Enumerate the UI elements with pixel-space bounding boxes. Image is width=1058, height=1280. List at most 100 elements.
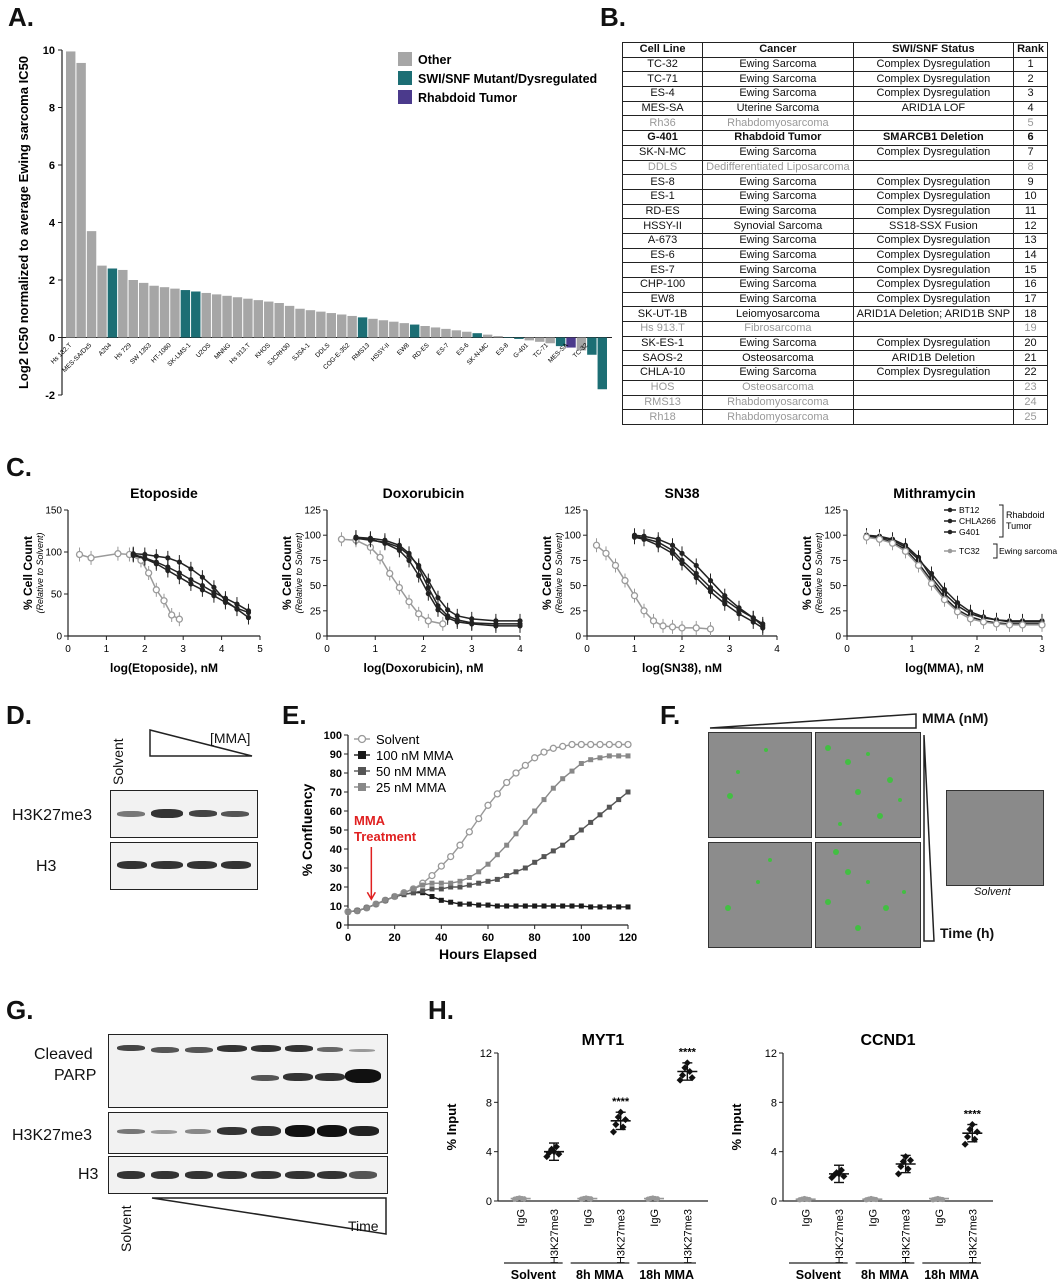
- table-row: RMS13 Rhabdomyosarcoma 24: [621, 394, 1048, 411]
- panel-letter-h: H.: [428, 995, 454, 1025]
- data-point: [611, 561, 620, 570]
- table-row: ES-1 Ewing Sarcoma Complex Dysregulation 10: [621, 188, 1048, 205]
- table-row: A-673 Ewing Sarcoma Complex Dysregulation 1…: [621, 232, 1048, 249]
- table-cell: Complex Dysregulation: [852, 188, 1015, 205]
- table-cell: 25: [1013, 409, 1048, 425]
- table-cell: A-673: [621, 232, 704, 249]
- x-tick-label: IgG: [801, 1209, 813, 1227]
- parp-label: PARP: [54, 1067, 97, 1084]
- data-point: [568, 740, 576, 749]
- table-row: DDLS Dedifferentiated Liposarcoma 8: [621, 159, 1048, 176]
- data-point: [420, 882, 426, 888]
- y-axis-label: % Cell Count: [280, 536, 294, 610]
- y-axis-sublabel: (Relative to Solvent): [294, 532, 304, 613]
- data-point: [532, 903, 538, 909]
- series-line: [341, 538, 443, 625]
- data-point: [392, 894, 398, 899]
- table-cell: Ewing Sarcoma: [702, 56, 854, 73]
- y-axis-label: % Cell Count: [540, 536, 554, 610]
- data-point: [707, 589, 714, 595]
- y-tick-label: 125: [824, 506, 841, 517]
- data-point: [437, 862, 445, 870]
- table-cell: Complex Dysregulation: [852, 335, 1015, 352]
- data-point: [445, 615, 451, 621]
- x-axis-label: log(MMA), nM: [905, 661, 984, 675]
- data-point: [963, 1133, 972, 1141]
- y-tick-label: 100: [564, 531, 581, 542]
- table-cell: Rhabdomyosarcoma: [702, 409, 854, 425]
- y-tick-label: 12: [765, 1048, 777, 1060]
- bar: [430, 327, 441, 338]
- micrograph-low-mma-late: [708, 842, 812, 948]
- table-cell: Ewing Sarcoma: [702, 188, 854, 205]
- table-row: CHP-100 Ewing Sarcoma Complex Dysregulatio…: [621, 277, 1048, 293]
- data-point: [630, 592, 639, 600]
- group-label: 18h MMA: [639, 1268, 694, 1280]
- data-point: [625, 789, 631, 795]
- data-point: [420, 888, 426, 894]
- table-cell: Osteosarcoma: [702, 350, 854, 367]
- table-cell: Ewing Sarcoma: [702, 277, 854, 293]
- data-point: [445, 607, 451, 613]
- data-point: [168, 611, 176, 619]
- data-point: [493, 623, 499, 629]
- data-point: [612, 1120, 620, 1129]
- data-point: [396, 547, 402, 553]
- y-tick-label: 100: [324, 730, 342, 742]
- y-tick-label: 8: [49, 103, 55, 115]
- data-point: [541, 797, 547, 803]
- x-tick-label: RMS13: [351, 342, 372, 363]
- data-point: [367, 536, 374, 542]
- bar: [566, 337, 576, 348]
- data-point: [75, 550, 84, 559]
- table-cell: Ewing Sarcoma: [702, 247, 854, 264]
- series-line: [347, 891, 628, 913]
- table-cell: 10: [1013, 188, 1048, 205]
- y-tick-label: 4: [49, 218, 56, 230]
- x-tick-label: SK-N-MC: [466, 342, 491, 367]
- bar: [232, 297, 243, 338]
- data-point: [493, 790, 501, 798]
- data-point: [429, 894, 435, 899]
- table-row: G-401 Rhabdoid Tumor SMARCB1 Deletion 6: [621, 130, 1048, 146]
- table-cell: 9: [1013, 174, 1048, 190]
- table-cell: Osteosarcoma: [702, 379, 854, 396]
- y-tick-label: 12: [480, 1048, 492, 1060]
- legend-group-label: Tumor: [1006, 521, 1032, 531]
- x-tick-label: DDLS: [314, 341, 332, 359]
- solvent-label: Solvent: [110, 738, 126, 785]
- legend-label: 25 nM MMA: [376, 780, 446, 795]
- table-cell: RMS13: [621, 394, 704, 411]
- data-point: [616, 904, 622, 910]
- data-point: [457, 884, 463, 890]
- data-point: [512, 769, 520, 777]
- data-point: [425, 591, 431, 597]
- table-cell: 22: [1013, 365, 1048, 381]
- data-point: [906, 1156, 915, 1164]
- blot-cleaved-parp: [108, 1034, 388, 1108]
- group-label: Solvent: [511, 1268, 557, 1280]
- x-tick-label: SJSA-1: [291, 342, 312, 363]
- data-point: [532, 808, 538, 814]
- bar: [368, 318, 378, 338]
- data-point: [540, 748, 548, 756]
- data-point: [476, 902, 482, 908]
- y-tick-label: 10: [330, 901, 342, 913]
- table-row: SK-ES-1 Ewing Sarcoma Complex Dysregulatio…: [621, 335, 1048, 352]
- table-row: ES-7 Ewing Sarcoma Complex Dysregulation 15: [621, 262, 1048, 278]
- data-point: [625, 753, 631, 759]
- data-point: [410, 886, 416, 892]
- data-point: [466, 882, 472, 888]
- data-point: [476, 869, 482, 875]
- bar: [337, 314, 347, 338]
- data-point: [678, 624, 686, 632]
- bar: [555, 337, 566, 347]
- table-cell: Ewing Sarcoma: [702, 174, 854, 190]
- x-tick-label: IgG: [867, 1209, 879, 1227]
- bar: [295, 308, 305, 338]
- legend-marker: [357, 734, 367, 744]
- data-point: [175, 615, 184, 623]
- legend-swatch: [398, 71, 412, 85]
- time-gradient-g: [151, 1197, 387, 1235]
